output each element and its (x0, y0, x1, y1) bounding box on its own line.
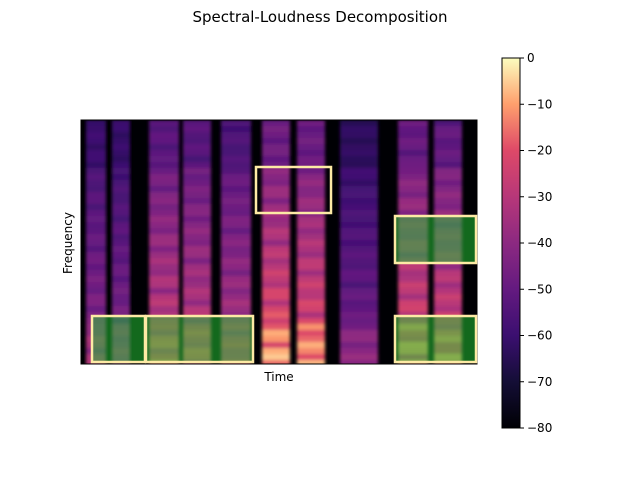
colorbar-tick-label: −20 (527, 144, 552, 158)
colorbar-tick-label: −50 (527, 282, 552, 296)
y-axis-label: Frequency (61, 212, 75, 274)
colorbar-tick-label: −10 (527, 97, 552, 111)
colorbar-tick-label: −60 (527, 329, 552, 343)
colorbar-tick-label: −70 (527, 375, 552, 389)
chart-title: Spectral-Loudness Decomposition (193, 8, 448, 26)
highlight-box (254, 165, 333, 215)
colorbar-tick-label: −80 (527, 421, 552, 435)
highlight-box (393, 214, 478, 265)
spectrogram-image (80, 119, 478, 365)
colorbar: 0 −10 −20 −30 −40 −50 −60 −70 −80 (501, 51, 552, 435)
colorbar-tick-label: 0 (527, 51, 535, 65)
colorbar-tick-label: −30 (527, 190, 552, 204)
highlight-box (393, 314, 478, 364)
highlight-box (144, 314, 255, 364)
colorbar-tick-label: −40 (527, 236, 552, 250)
x-axis-label: Time (263, 370, 293, 384)
